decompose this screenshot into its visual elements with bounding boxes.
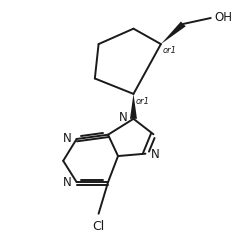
Text: N: N bbox=[151, 148, 160, 161]
Text: N: N bbox=[62, 132, 71, 145]
Text: Cl: Cl bbox=[92, 220, 105, 233]
Text: N: N bbox=[62, 176, 71, 189]
Text: or1: or1 bbox=[136, 97, 149, 106]
Polygon shape bbox=[130, 94, 137, 119]
Polygon shape bbox=[161, 22, 186, 44]
Text: OH: OH bbox=[214, 12, 233, 24]
Text: or1: or1 bbox=[163, 47, 177, 55]
Text: N: N bbox=[119, 111, 128, 124]
